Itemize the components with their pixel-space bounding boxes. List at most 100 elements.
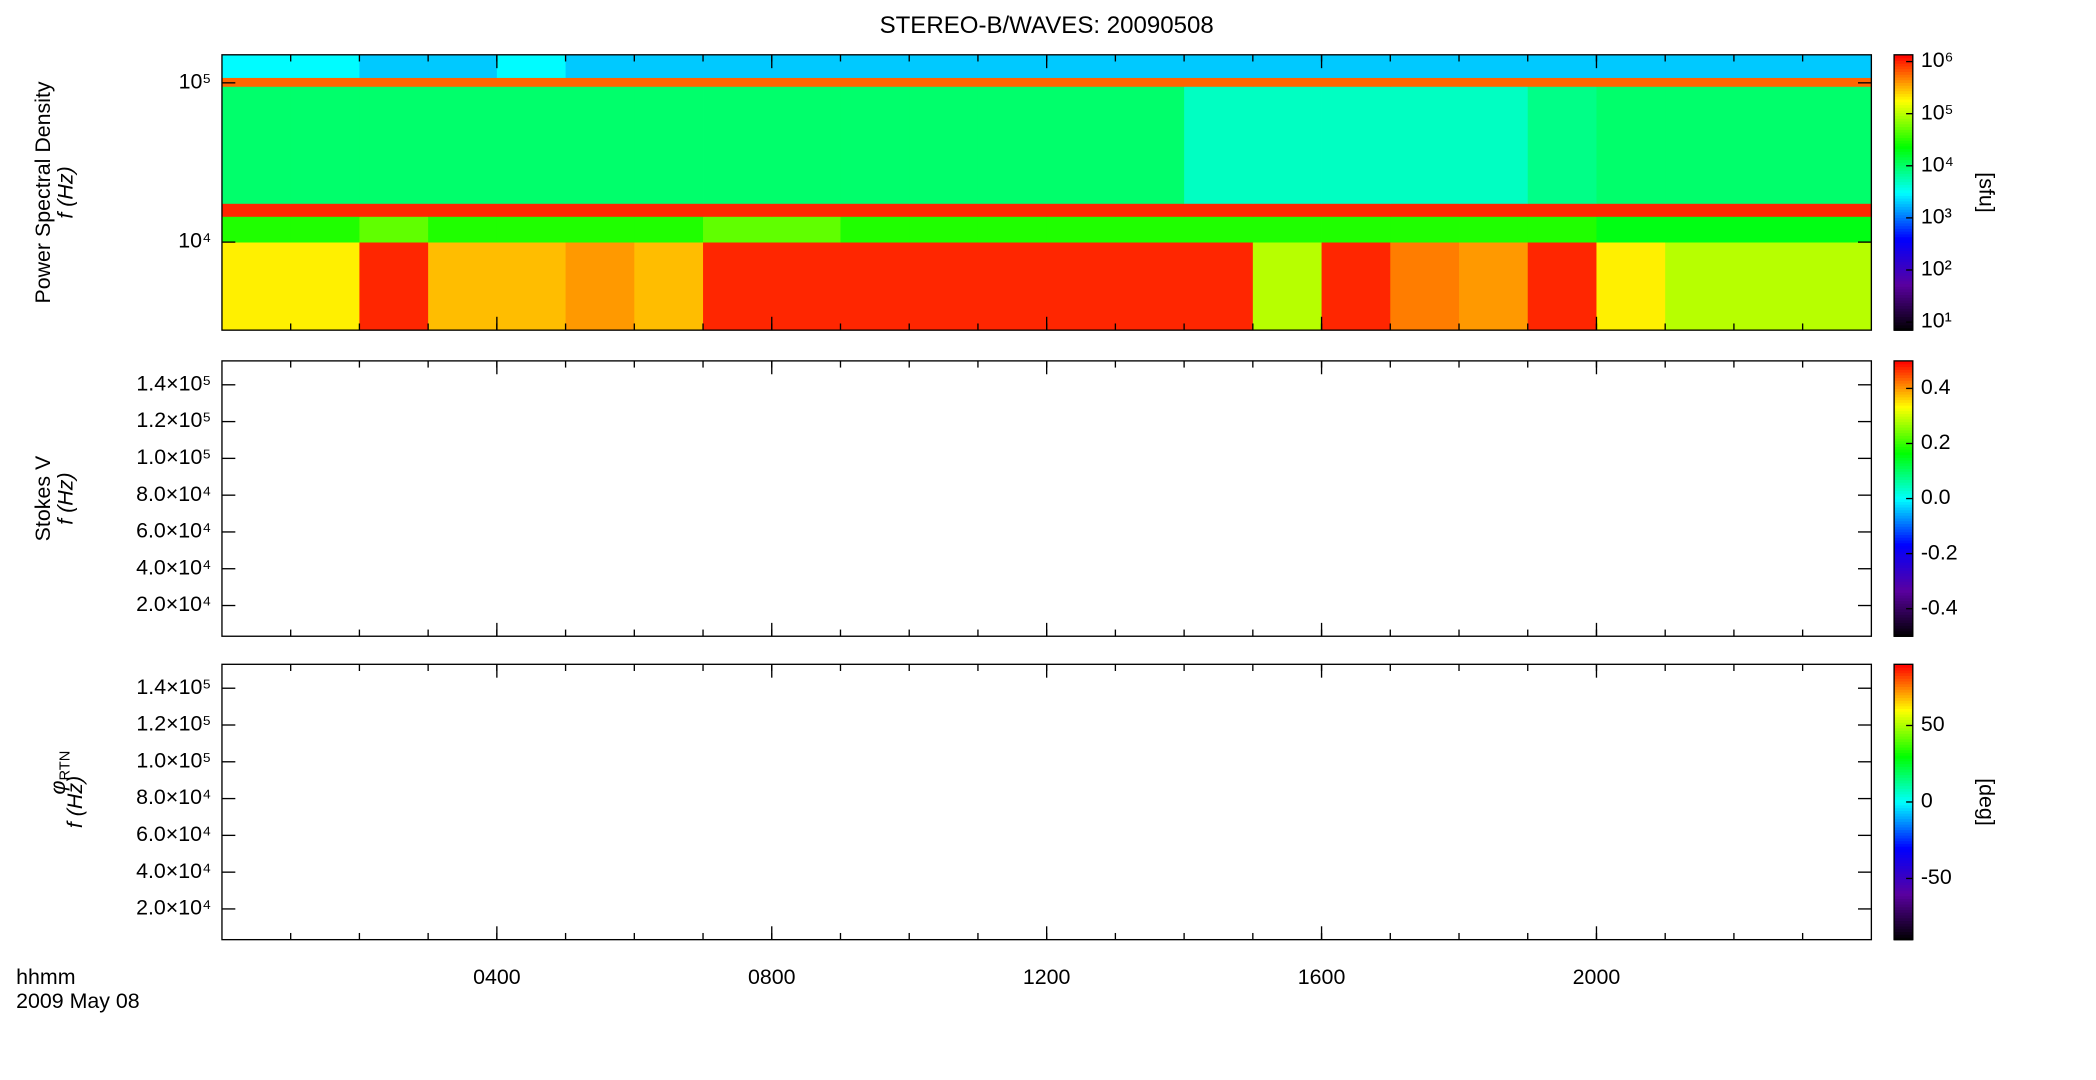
colorbar-segment	[1894, 118, 1913, 122]
heatmap-cell	[428, 86, 498, 204]
colorbar-segment	[1894, 713, 1913, 718]
heatmap-cell	[1046, 242, 1116, 331]
heatmap-cell	[1252, 216, 1322, 243]
colorbar-segment	[1894, 807, 1913, 811]
heatmap-cell	[359, 203, 429, 217]
y-tick-label: 8.0×10⁴	[136, 482, 211, 506]
x-tick-label: 0800	[748, 965, 796, 989]
colorbar-segment	[1894, 898, 1913, 902]
y-axis-label-subscript: RTN	[57, 751, 73, 781]
colorbar-segment	[1894, 208, 1913, 213]
colorbar-segment	[1894, 605, 1913, 610]
colorbar-segment	[1894, 799, 1913, 803]
heatmap-cell	[1665, 216, 1735, 243]
heatmap-cell	[1184, 242, 1254, 331]
colorbar-tick-label: -0.4	[1921, 595, 1958, 619]
colorbar-segment	[1894, 755, 1913, 759]
colorbar-segment	[1894, 504, 1913, 508]
colorbar-segment	[1894, 785, 1913, 789]
colorbar-segment	[1894, 96, 1913, 100]
y-tick-label: 10⁵	[179, 69, 212, 93]
colorbar-segment	[1894, 760, 1913, 765]
colorbar-segment	[1894, 101, 1913, 106]
colorbar-segment	[1894, 443, 1913, 447]
heatmap-cell	[1321, 242, 1391, 331]
colorbar-segment	[1894, 109, 1913, 114]
colorbar-segment	[1894, 702, 1913, 707]
heatmap-cell	[1252, 86, 1322, 204]
y-tick-label: 4.0×10⁴	[136, 555, 211, 579]
colorbar-segment	[1894, 85, 1913, 89]
heatmap-cell	[1046, 203, 1116, 217]
heatmap-cell	[1321, 86, 1391, 204]
colorbar-segment	[1894, 627, 1913, 632]
colorbar-segment	[1894, 564, 1913, 569]
colorbar-segment	[1894, 804, 1913, 809]
colorbar-segment	[1894, 493, 1913, 497]
colorbar-segment	[1894, 424, 1913, 428]
colorbar-segment	[1894, 810, 1913, 814]
colorbar-segment	[1894, 393, 1913, 398]
colorbar-segment	[1894, 744, 1913, 748]
colorbar-segment	[1894, 153, 1913, 158]
colorbar-segment	[1894, 749, 1913, 754]
colorbar-segment	[1894, 377, 1913, 381]
heatmap-cell	[840, 203, 910, 217]
heatmap-cell	[1527, 77, 1597, 87]
heatmap-cell	[909, 77, 979, 87]
colorbar-label: [sfu]	[1974, 172, 1998, 212]
y-tick-label: 2.0×10⁴	[136, 592, 211, 616]
colorbar-segment	[1894, 711, 1913, 715]
heatmap-cell	[634, 242, 704, 331]
x-tick-label: 0400	[473, 965, 521, 989]
colorbar-segment	[1894, 197, 1913, 202]
heatmap-cell	[977, 203, 1048, 217]
heatmap-cell	[1390, 54, 1460, 78]
colorbar-segment	[1894, 115, 1913, 119]
heatmap-cell	[1733, 242, 1804, 331]
colorbar-segment	[1894, 680, 1913, 685]
colorbar-segment	[1894, 120, 1913, 125]
heatmap-cell	[565, 86, 635, 204]
colorbar-tick-label: -0.2	[1921, 540, 1958, 564]
heatmap-cell	[221, 203, 292, 217]
colorbar-segment	[1894, 220, 1913, 224]
colorbar-segment	[1894, 730, 1913, 734]
colorbar-segment	[1894, 796, 1913, 800]
colorbar-segment	[1894, 818, 1913, 822]
colorbar-segment	[1894, 923, 1913, 927]
colorbar-segment	[1894, 917, 1913, 922]
colorbar-segment	[1894, 824, 1913, 828]
colorbar-segment	[1894, 418, 1913, 423]
colorbar-segment	[1894, 280, 1913, 285]
colorbar-segment	[1894, 550, 1913, 555]
y-axis-unit: f (Hz)	[54, 166, 78, 218]
heatmap-cell	[1115, 86, 1185, 204]
colorbar-segment	[1894, 244, 1913, 249]
heatmap-cell	[496, 242, 566, 331]
plot-frame	[221, 360, 1873, 637]
heatmap-cell	[634, 86, 704, 204]
colorbar-segment	[1894, 495, 1913, 500]
colorbar-segment	[1894, 633, 1913, 637]
colorbar-segment	[1894, 151, 1913, 155]
colorbar-segment	[1894, 82, 1913, 86]
colorbar-segment	[1894, 421, 1913, 425]
colorbar-segment	[1894, 250, 1913, 254]
colorbar-segment	[1894, 719, 1913, 723]
colorbar-segment	[1894, 360, 1913, 365]
colorbar-segment	[1894, 766, 1913, 770]
heatmap-cell	[1046, 54, 1116, 78]
heatmap-cell	[428, 203, 498, 217]
heatmap-cell	[1115, 77, 1185, 87]
colorbar-segment	[1894, 490, 1913, 494]
colorbar-segment	[1894, 391, 1913, 395]
heatmap-cell	[565, 216, 635, 243]
heatmap-cell	[1527, 216, 1597, 243]
colorbar-segment	[1894, 581, 1913, 585]
colorbar-segment	[1894, 446, 1913, 450]
y-tick-label: 6.0×10⁴	[136, 822, 211, 846]
colorbar-segment	[1894, 914, 1913, 919]
colorbar-segment	[1894, 426, 1913, 431]
